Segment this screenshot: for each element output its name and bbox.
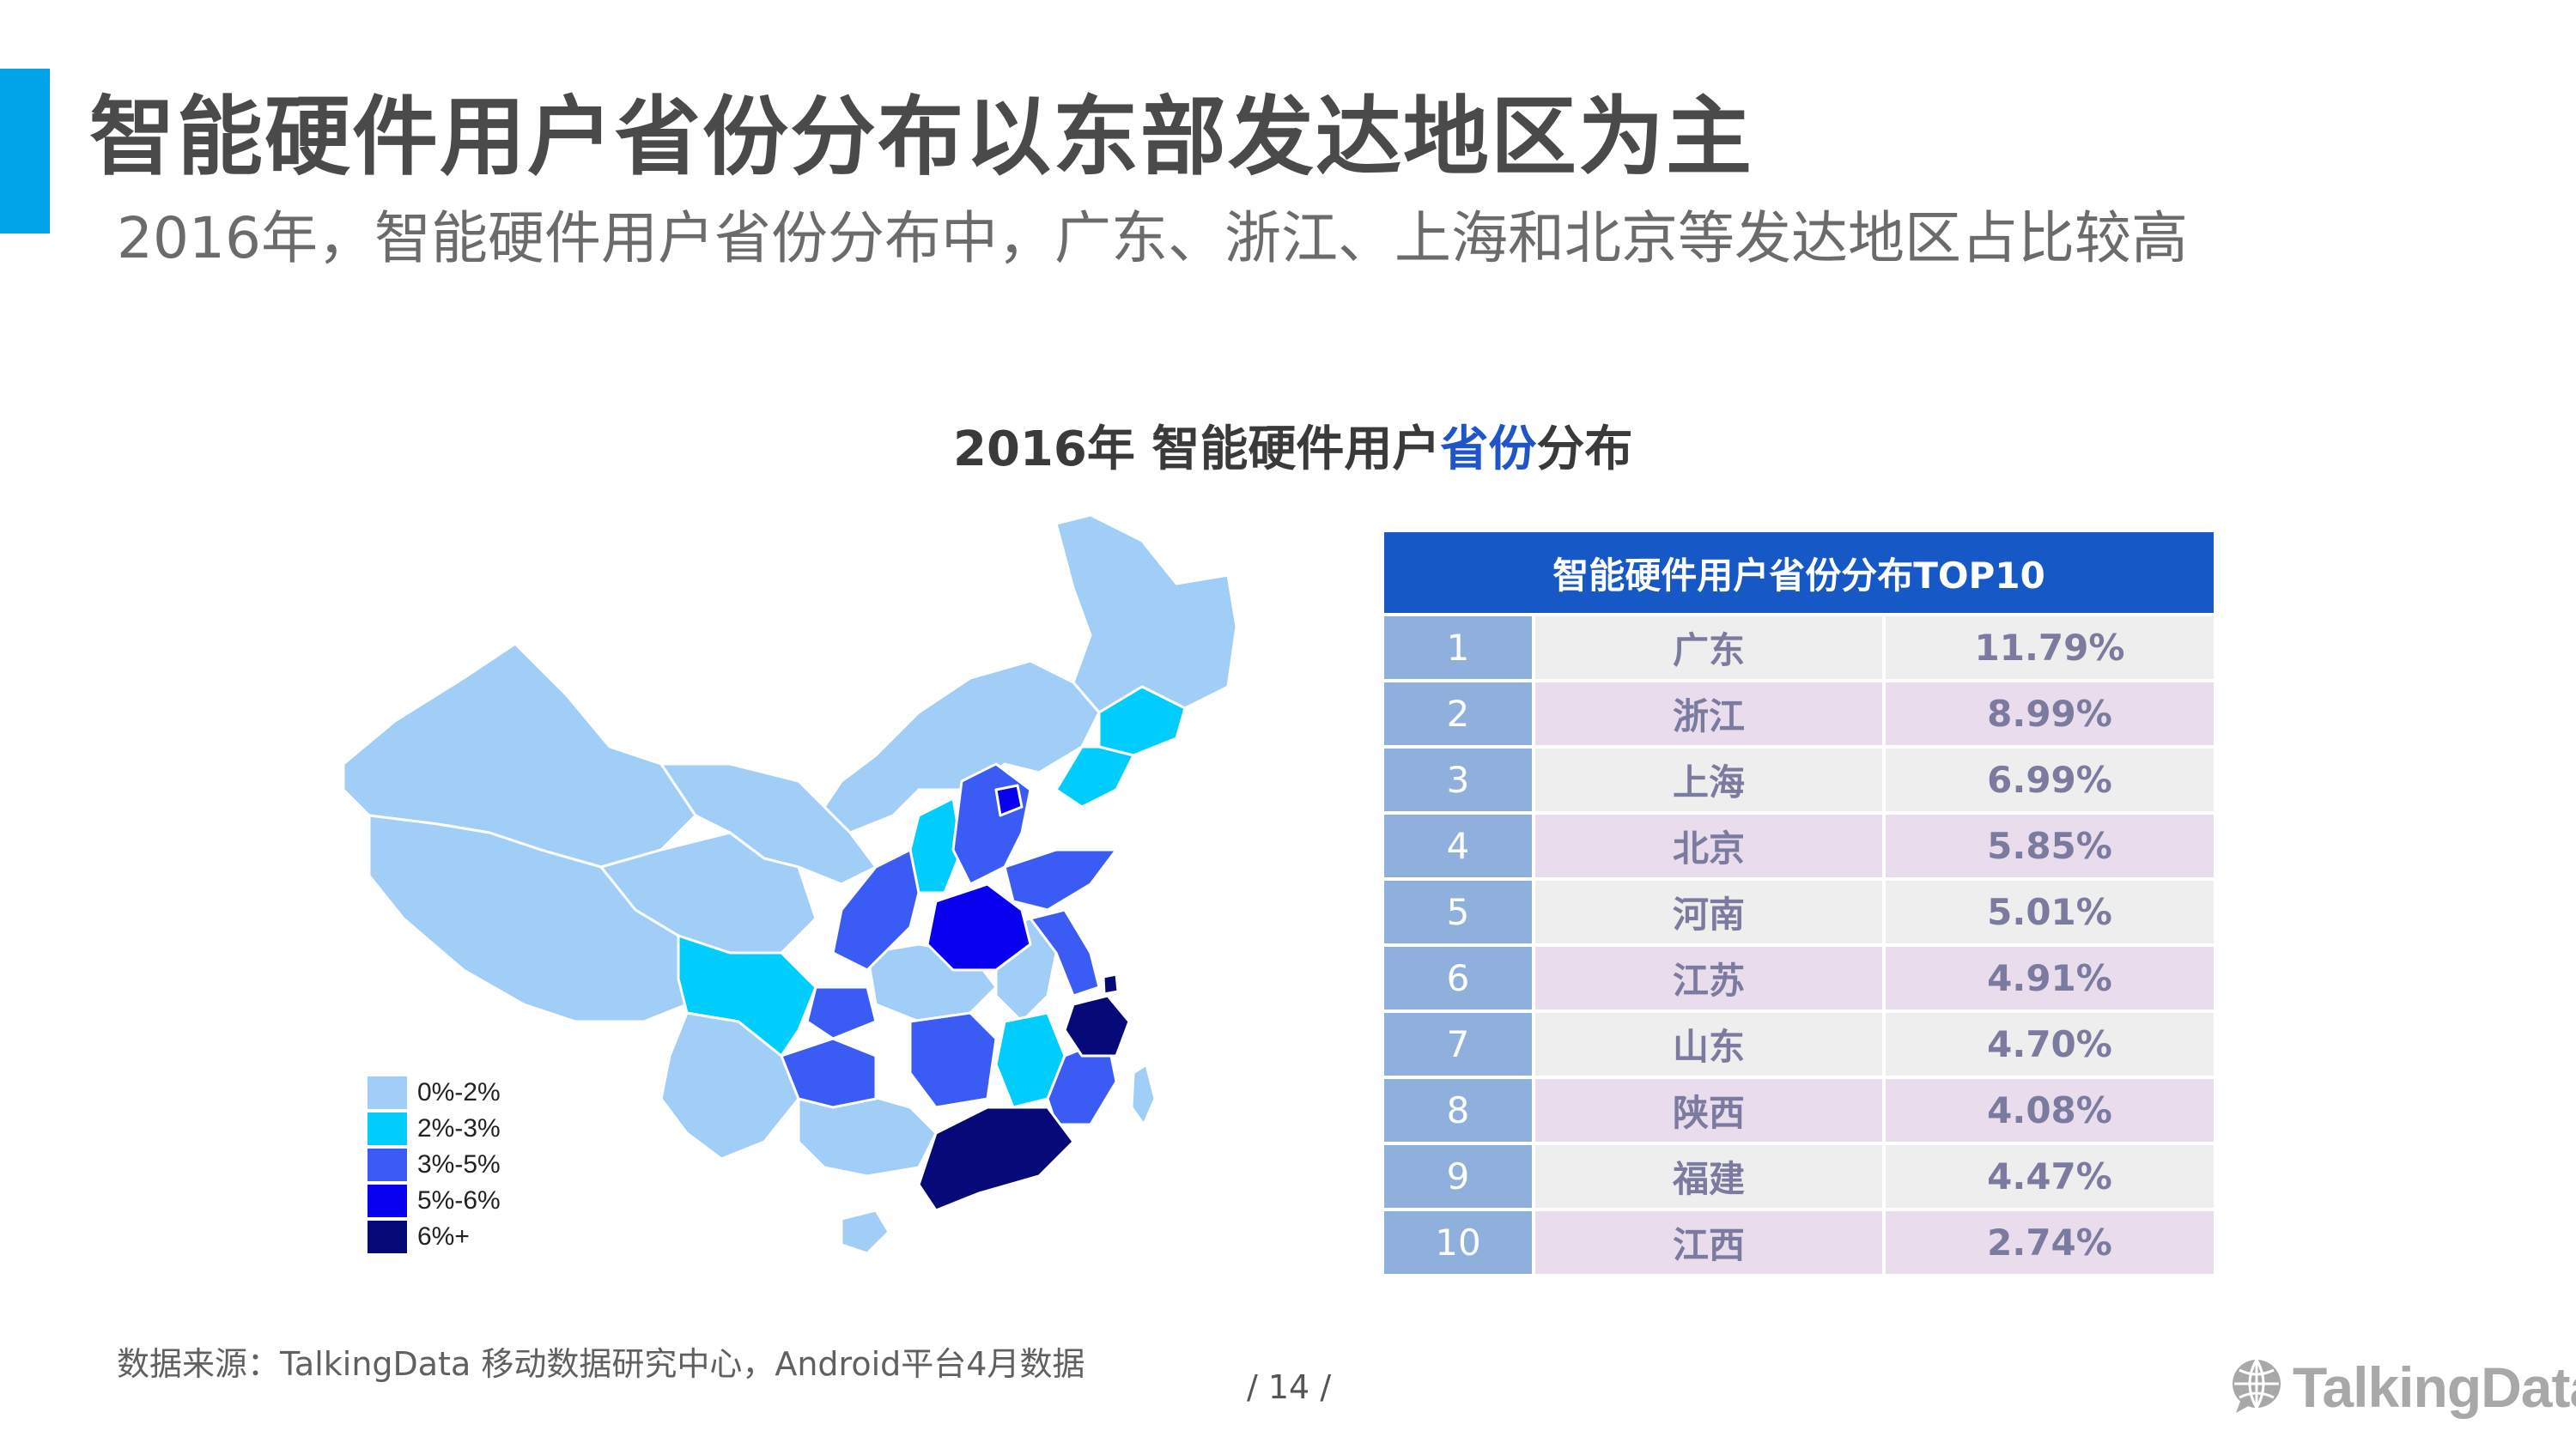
legend-label: 6%+ (417, 1222, 470, 1251)
map-region-henan (926, 882, 1032, 972)
rank-cell: 5 (1384, 877, 1535, 943)
table-row: 3 上海 6.99% (1384, 745, 2214, 811)
share-cell: 6.99% (1886, 745, 2214, 811)
rank-cell: 7 (1384, 1009, 1535, 1076)
table-row: 5 河南 5.01% (1384, 877, 2214, 943)
map-legend: 0%-2% 2%-3% 3%-5% 5%-6% 6%+ (368, 1075, 501, 1255)
map-region-taiwan (1130, 1063, 1157, 1126)
chart-title-suffix: 分布 (1536, 421, 1633, 477)
table-row: 2 浙江 8.99% (1384, 679, 2214, 745)
table-row: 9 福建 4.47% (1384, 1142, 2214, 1208)
share-cell: 8.99% (1886, 679, 2214, 745)
province-cell: 江西 (1535, 1208, 1886, 1274)
legend-item: 3%-5% (368, 1147, 501, 1183)
legend-item: 6%+ (368, 1219, 501, 1255)
province-cell: 江苏 (1535, 943, 1886, 1009)
province-cell: 河南 (1535, 877, 1886, 943)
province-cell: 福建 (1535, 1142, 1886, 1208)
table-row: 8 陕西 4.08% (1384, 1076, 2214, 1142)
chart-title-highlight: 省份 (1440, 421, 1537, 477)
map-region-shaanxi (831, 848, 920, 972)
table-row: 6 江苏 4.91% (1384, 943, 2214, 1009)
accent-bar (0, 69, 50, 233)
share-cell: 4.47% (1886, 1142, 2214, 1208)
legend-label: 2%-3% (417, 1114, 501, 1143)
rank-cell: 1 (1384, 613, 1535, 679)
province-cell: 北京 (1535, 811, 1886, 877)
map-region-jiangsu (1029, 908, 1101, 997)
share-cell: 5.85% (1886, 811, 2214, 877)
province-cell: 浙江 (1535, 679, 1886, 745)
legend-label: 0%-2% (417, 1078, 501, 1106)
map-region-shanghai (1102, 973, 1120, 996)
chart-title: 2016年 智能硬件用户省份分布 (953, 410, 1632, 480)
table-row: 10 江西 2.74% (1384, 1208, 2214, 1274)
share-cell: 4.08% (1886, 1076, 2214, 1142)
share-cell: 5.01% (1886, 877, 2214, 943)
page-number: / 14 / (1247, 1368, 1332, 1406)
legend-item: 5%-6% (368, 1183, 501, 1219)
map-region-guangdong (917, 1106, 1075, 1212)
rank-cell: 9 (1384, 1142, 1535, 1208)
legend-swatch (368, 1149, 407, 1181)
share-cell: 2.74% (1886, 1208, 2214, 1274)
province-cell: 广东 (1535, 613, 1886, 679)
legend-swatch (368, 1185, 407, 1217)
top10-table: 智能硬件用户省份分布TOP10 1 广东 11.79% 2 浙江 8.99% 3 上海 6.99… (1384, 532, 2214, 1274)
map-region-shandong (1003, 848, 1118, 912)
table-row: 7 山东 4.70% (1384, 1009, 2214, 1076)
table-header: 智能硬件用户省份分布TOP10 (1384, 532, 2214, 613)
province-cell: 山东 (1535, 1009, 1886, 1076)
chart-title-prefix: 2016年 智能硬件用户 (953, 421, 1441, 477)
chat-bubble-globe-icon (2233, 1359, 2281, 1413)
map-region-sichuan (677, 934, 817, 1058)
map-region-guizhou (780, 1037, 878, 1109)
china-province-map (342, 513, 1238, 1255)
table-row: 1 广东 11.79% (1384, 613, 2214, 679)
map-region-hunan (908, 1011, 998, 1109)
share-cell: 4.91% (1886, 943, 2214, 1009)
page-subtitle: 2016年，智能硬件用户省份分布中，广东、浙江、上海和北京等发达地区占比较高 (117, 205, 2188, 271)
map-region-liaoning (1054, 745, 1135, 809)
legend-label: 5%-6% (417, 1186, 501, 1215)
map-region-beijing (994, 784, 1024, 817)
legend-item: 2%-3% (368, 1111, 501, 1147)
legend-swatch (368, 1076, 407, 1109)
map-region-gansu-ningxia (659, 762, 878, 886)
legend-item: 0%-2% (368, 1075, 501, 1111)
brand-logo: TalkingData (2226, 1355, 2576, 1420)
map-region-heilongjiang (1054, 513, 1238, 714)
legend-label: 3%-5% (417, 1150, 501, 1179)
rank-cell: 6 (1384, 943, 1535, 1009)
legend-swatch (368, 1113, 407, 1145)
rank-cell: 4 (1384, 811, 1535, 877)
rank-cell: 8 (1384, 1076, 1535, 1142)
table-row: 4 北京 5.85% (1384, 811, 2214, 877)
table-body: 1 广东 11.79% 2 浙江 8.99% 3 上海 6.99% 4 北京 5.85% 5 河南 5.01… (1384, 613, 2214, 1274)
share-cell: 11.79% (1886, 613, 2214, 679)
rank-cell: 3 (1384, 745, 1535, 811)
share-cell: 4.70% (1886, 1009, 2214, 1076)
page-title: 智能硬件用户省份分布以东部发达地区为主 (89, 87, 1753, 187)
legend-swatch (368, 1221, 407, 1253)
rank-cell: 2 (1384, 679, 1535, 745)
map-region-chongqing (805, 985, 878, 1040)
data-source: 数据来源：TalkingData 移动数据研究中心，Android平台4月数据 (117, 1345, 1085, 1383)
province-cell: 陕西 (1535, 1076, 1886, 1142)
map-region-hainan (840, 1209, 890, 1255)
map-region-zhejiang (1063, 994, 1131, 1058)
rank-cell: 10 (1384, 1208, 1535, 1274)
province-cell: 上海 (1535, 745, 1886, 811)
brand-name: TalkingData (2293, 1355, 2576, 1419)
